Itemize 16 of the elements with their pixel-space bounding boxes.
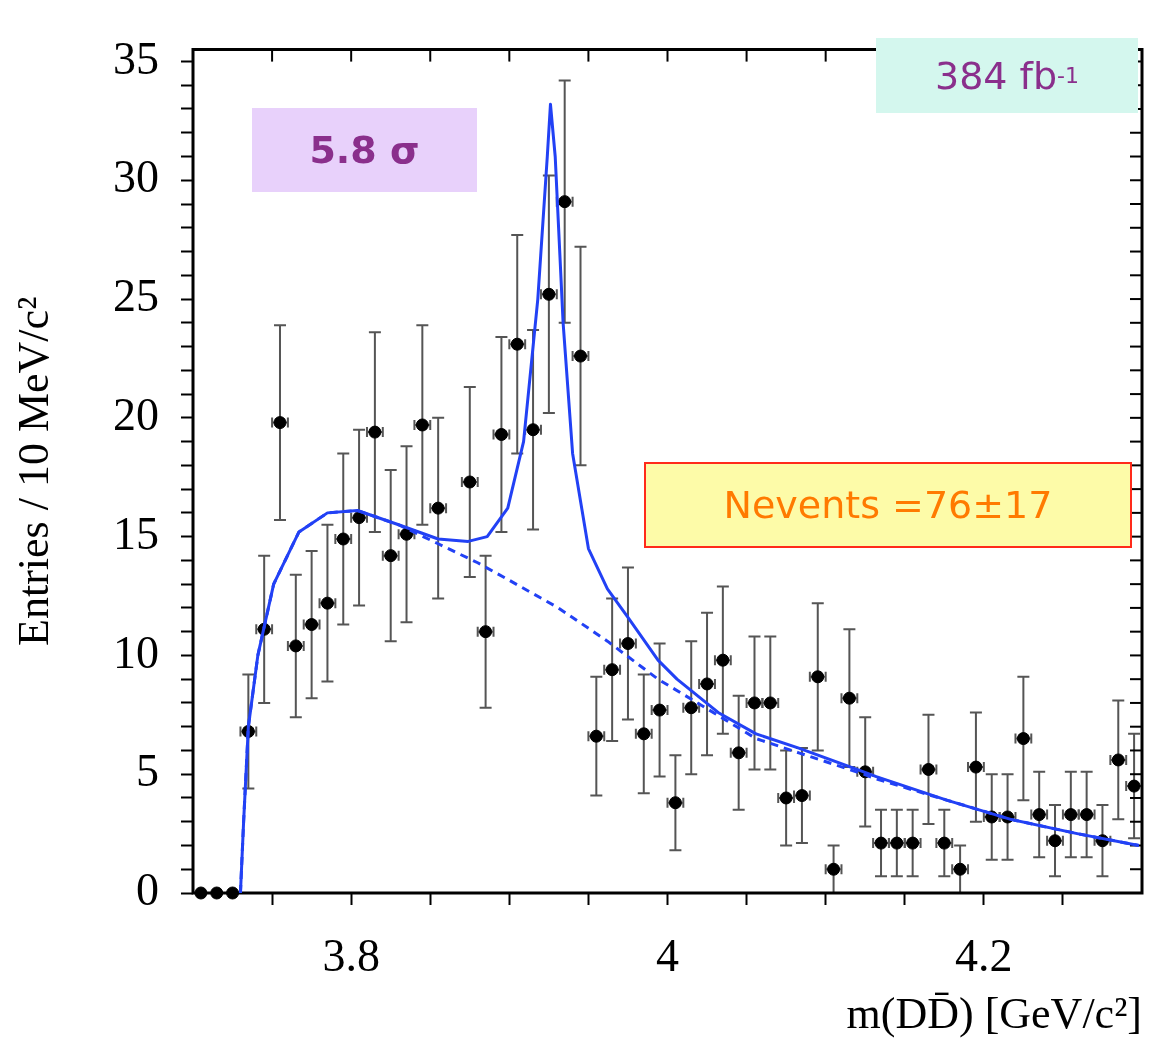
- y-axis-title: Entries / 10 MeV/c²: [8, 296, 58, 646]
- x-tick-label: 3.8: [322, 929, 380, 981]
- x-tick-label: 4: [656, 929, 679, 981]
- y-tick-label: 30: [113, 151, 159, 203]
- y-tick-label: 15: [113, 507, 159, 559]
- y-tick-label: 5: [136, 745, 159, 797]
- y-tick-label: 10: [113, 626, 159, 678]
- y-tick-label: 20: [113, 388, 159, 440]
- note-box: 5.8 σ: [252, 108, 477, 192]
- y-tick-label: 0: [136, 864, 159, 916]
- note-box: 384 fb$^{-1}$: [876, 38, 1138, 113]
- y-tick-label: 35: [113, 32, 159, 84]
- x-tick-label: 4.2: [955, 929, 1013, 981]
- y-tick-label: 25: [113, 270, 159, 322]
- x-axis-title: m(DD̄) [GeV/c²]: [846, 989, 1142, 1039]
- note-box: Nevents =76±17: [644, 462, 1132, 548]
